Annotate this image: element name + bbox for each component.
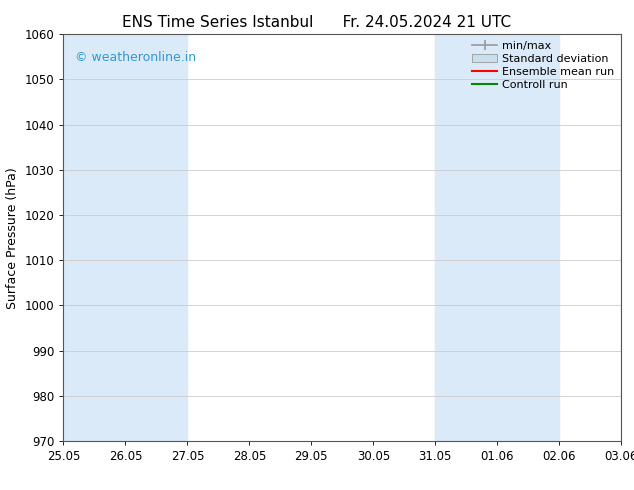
Y-axis label: Surface Pressure (hPa): Surface Pressure (hPa) [6, 167, 19, 309]
Bar [497, 34, 559, 441]
Bar [436, 34, 497, 441]
Text: ENS Time Series Istanbul      Fr. 24.05.2024 21 UTC: ENS Time Series Istanbul Fr. 24.05.2024 … [122, 15, 512, 30]
Bar [126, 34, 188, 441]
Text: © weatheronline.in: © weatheronline.in [75, 50, 196, 64]
Legend: min/max, Standard deviation, Ensemble mean run, Controll run: min/max, Standard deviation, Ensemble me… [469, 38, 618, 93]
Bar [63, 34, 126, 441]
Bar [621, 34, 634, 441]
